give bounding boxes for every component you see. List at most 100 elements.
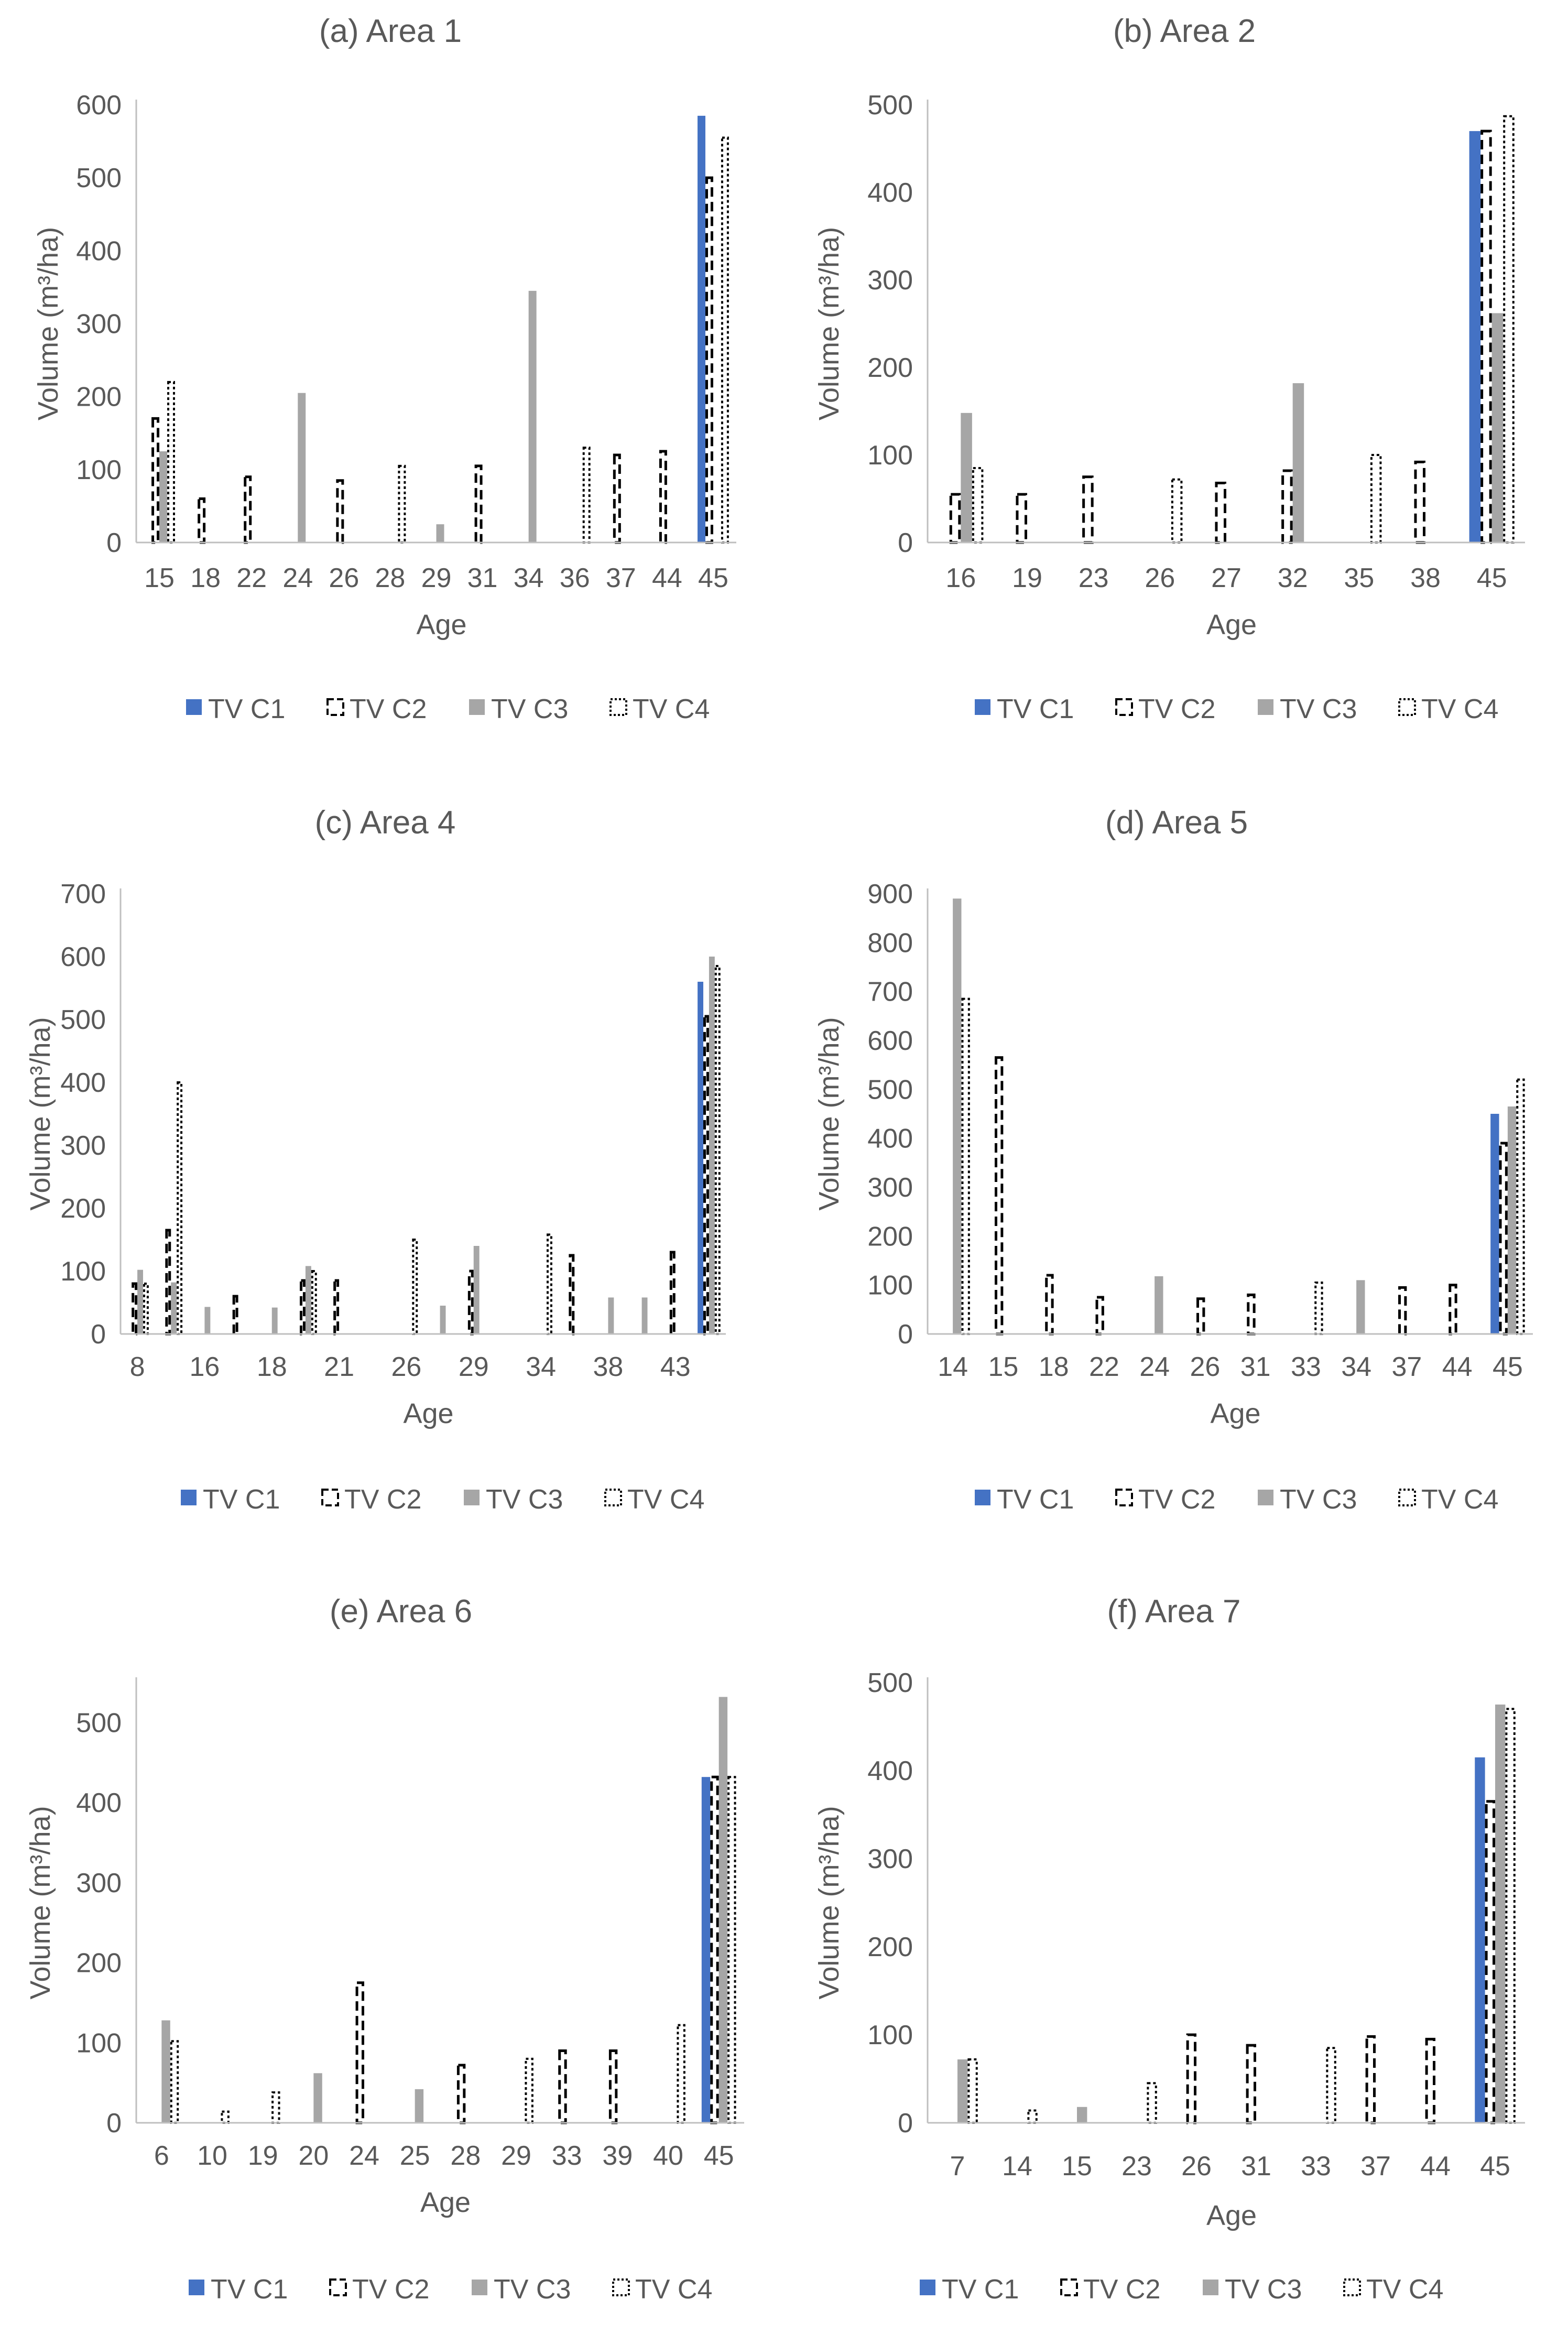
legend-swatch-tv-c4 <box>1398 1489 1416 1506</box>
x-tick-label: 29 <box>459 1352 489 1382</box>
x-tick-label: 33 <box>1291 1352 1321 1382</box>
legend-swatch-tv-c1 <box>975 1490 990 1505</box>
legend-swatch-tv-c2 <box>326 698 344 716</box>
bar-tv-c4-age-26 <box>412 1239 418 1335</box>
x-tick-label: 36 <box>560 563 590 593</box>
bar-tv-c4-age-36 <box>582 447 591 544</box>
y-tick-label: 400 <box>60 1068 106 1098</box>
y-tick-label: 700 <box>867 977 913 1007</box>
bar-tv-c1-age-45 <box>1490 1114 1499 1334</box>
bar-tv-c2-age-37 <box>1398 1286 1407 1336</box>
bar-tv-c3-age-7 <box>957 2059 968 2123</box>
x-tick-label: 16 <box>189 1352 220 1382</box>
legend: TV C1 TV C2 TV C3 TV C4 <box>920 2274 1443 2305</box>
bar-tv-c2-age-31 <box>1246 2044 1257 2124</box>
bar-tv-c1-age-45 <box>698 115 705 542</box>
bar-tv-c4-age-14 <box>1027 2109 1038 2124</box>
y-tick-label: 400 <box>867 178 913 208</box>
bar-tv-c2-age-16 <box>949 493 961 544</box>
x-tick-label: 37 <box>1391 1352 1422 1382</box>
bar-tv-c2-age-19 <box>1016 493 1028 544</box>
legend-label-tv-c2: TV C2 <box>1138 1484 1215 1515</box>
x-axis-title: Age <box>416 609 466 641</box>
bar-tv-c2-age-26 <box>1196 1297 1205 1336</box>
bar-tv-c2-age-31 <box>1247 1293 1256 1336</box>
bar-tv-c2-age-44 <box>659 450 667 544</box>
bar-tv-c3-age-16 <box>961 413 972 542</box>
legend-label-tv-c4: TV C4 <box>1366 2274 1443 2305</box>
bar-tv-c2-age-45 <box>1499 1142 1508 1336</box>
legend-label-tv-c3: TV C3 <box>486 1484 563 1515</box>
x-tick-label: 45 <box>698 563 728 593</box>
y-tick-label: 200 <box>867 353 913 383</box>
bar-tv-c2-age-37 <box>1365 2035 1376 2124</box>
x-axis-title: Age <box>1210 1398 1260 1429</box>
y-axis-title: Volume (m³/ha) <box>32 227 64 420</box>
x-tick-label: 14 <box>938 1352 968 1382</box>
x-tick-label: 38 <box>593 1352 623 1382</box>
bar-tv-c3-age-18 <box>271 1307 278 1334</box>
x-tick-label: 26 <box>391 1352 421 1382</box>
legend-swatch-tv-c2 <box>321 1489 339 1506</box>
legend-label-tv-c4: TV C4 <box>1421 694 1498 724</box>
bar-tv-c2-age-28 <box>456 2064 466 2124</box>
legend-label-tv-c4: TV C4 <box>635 2274 712 2305</box>
y-tick-label: 400 <box>76 1788 122 1818</box>
y-axis-title: Volume (m³/ha) <box>813 1806 845 1999</box>
y-tick-label: 200 <box>76 382 122 413</box>
x-tick-label: 18 <box>257 1352 287 1382</box>
x-tick-label: 45 <box>704 2141 734 2171</box>
bar-tv-c4-age-33 <box>1314 1282 1323 1335</box>
y-tick-label: 200 <box>867 1221 913 1252</box>
legend-swatch-tv-c2 <box>1115 1489 1133 1506</box>
bar-tv-c3-age-20 <box>313 2073 322 2123</box>
x-tick-label: 19 <box>1012 563 1042 593</box>
y-tick-label: 0 <box>106 528 122 558</box>
bar-tv-c3-age-20 <box>305 1266 311 1334</box>
legend-swatch-tv-c3 <box>469 699 485 715</box>
y-tick-label: 100 <box>76 2028 122 2058</box>
bar-tv-c4-age-45 <box>727 1776 736 2124</box>
legend-swatch-tv-c4 <box>1343 2278 1361 2296</box>
bar-tv-c2-age-13 <box>165 1229 171 1336</box>
bar-tv-c3-age-29 <box>473 1246 480 1334</box>
y-tick-label: 200 <box>867 1932 913 1962</box>
bar-tv-c4-age-26 <box>1171 478 1183 544</box>
y-tick-label: 0 <box>106 2108 122 2139</box>
x-tick-label: 39 <box>602 2141 633 2171</box>
x-tick-label: 28 <box>450 2141 481 2171</box>
bar-tv-c4-age-20 <box>311 1270 317 1335</box>
y-tick-label: 500 <box>867 90 913 121</box>
y-tick-label: 600 <box>76 90 122 121</box>
y-tick-label: 100 <box>76 455 122 485</box>
bar-tv-c3-age-38 <box>608 1297 614 1334</box>
bar-tv-c2-age-44 <box>1449 1284 1457 1336</box>
legend-label-tv-c3: TV C3 <box>1225 2274 1302 2305</box>
x-tick-label: 24 <box>1139 1352 1170 1382</box>
x-tick-label: 33 <box>552 2141 582 2171</box>
legend-swatch-tv-c2 <box>329 2278 347 2296</box>
y-tick-label: 800 <box>867 928 913 958</box>
x-tick-label: 37 <box>1360 2151 1391 2182</box>
bar-tv-c3-age-45 <box>718 1697 728 2123</box>
x-tick-label: 26 <box>1190 1352 1220 1382</box>
legend-label-tv-c1: TV C1 <box>997 1484 1074 1515</box>
legend-swatch-tv-c3 <box>464 1490 480 1505</box>
bar-tv-c2-age-29 <box>467 1269 474 1336</box>
legend-swatch-tv-c1 <box>920 2280 935 2295</box>
bar-tv-c3-age-32 <box>1292 383 1304 542</box>
x-tick-label: 23 <box>1079 563 1109 593</box>
legend-label-tv-c1: TV C1 <box>942 2274 1019 2305</box>
y-tick-label: 300 <box>76 1868 122 1898</box>
bar-tv-c2-age-39 <box>608 2049 618 2124</box>
legend-label-tv-c3: TV C3 <box>1280 694 1357 724</box>
legend-label-tv-c4: TV C4 <box>633 694 710 724</box>
bar-tv-c4-age-40 <box>677 2024 685 2124</box>
chart-title: (d) Area 5 <box>1105 805 1248 841</box>
bar-tv-c2-age-38 <box>1414 460 1425 544</box>
bar-tv-c3-age-45 <box>1507 1106 1517 1334</box>
x-tick-label: 22 <box>1089 1352 1119 1382</box>
legend-label-tv-c2: TV C2 <box>344 1484 421 1515</box>
bar-tv-c2-age-37 <box>613 453 621 544</box>
